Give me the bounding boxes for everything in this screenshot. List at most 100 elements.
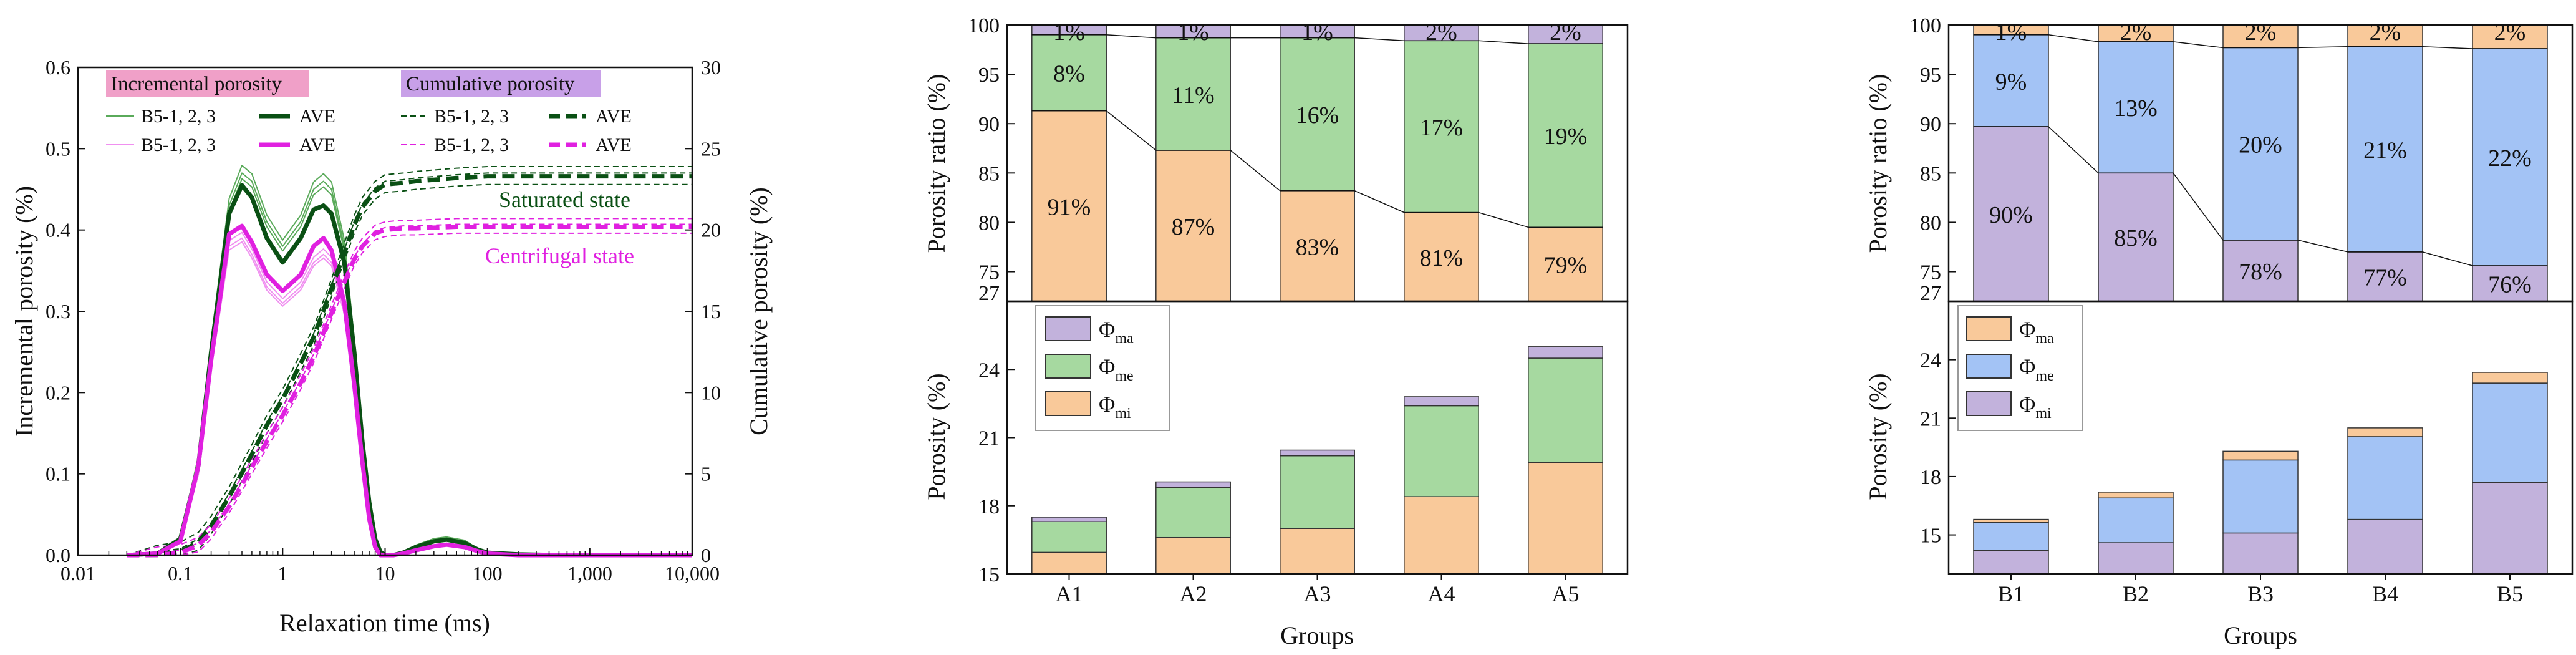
ratio-label-Φmi-B4: 77% — [2363, 264, 2407, 291]
ratio-label-Φme-A1: 8% — [1053, 61, 1085, 87]
ratio-bar-Φme-B1 — [1973, 34, 2049, 127]
group-b-top-y-axis-label: Porosity ratio (%) — [1864, 74, 1892, 253]
series-line-thin-magenta-1 — [127, 231, 692, 556]
ratio-label-Φmi-B5: 76% — [2488, 272, 2532, 298]
x-tick-label: 10,000 — [665, 562, 720, 585]
ratio-label-Φma-B2: 2% — [2120, 19, 2152, 46]
ratio-bar-Φme-A3 — [1280, 37, 1355, 192]
ratio-bar-Φma-B4 — [2347, 24, 2423, 47]
ratio-label-Φmi-B2: 85% — [2114, 225, 2158, 251]
ratio-bar-Φmi-B2 — [2098, 172, 2174, 302]
porosity-bar-Φma-B3 — [2222, 450, 2299, 461]
group-b-panel: 90% 9% 1% 85% 13% 2% 78% 20% 2% 77% 21% 2% 76% 22% 2% 7… — [1864, 14, 2574, 649]
top-y-tick-label: 90 — [1920, 113, 1941, 136]
ratio-label-Φma-A4: 2% — [1425, 19, 1457, 46]
group-a-plot-marks: 91% 8% 1% 87% 11% 1% 83% 16% 1% 81% 17% 2% 79% 19% 2% 7… — [968, 14, 1603, 606]
legend-row1-cum-ave: AVE — [596, 106, 632, 127]
annotation-centrifugal-state: Centrifugal state — [485, 243, 634, 268]
x-tick-label: 10 — [375, 562, 395, 585]
series-line-thin-magenta-3 — [127, 237, 692, 556]
relaxation-plot-marks — [126, 165, 692, 558]
y-right-tick-label: 20 — [701, 219, 721, 241]
porosity-bar-Φma-B2 — [2098, 492, 2174, 499]
group-a-top-y-axis-label: Porosity ratio (%) — [922, 74, 950, 253]
top-y-tick-label: 85 — [1920, 162, 1941, 185]
porosity-bar-Φmi-B5 — [2472, 482, 2548, 575]
y-right-tick-label: 30 — [701, 56, 721, 79]
group-a-legend-swatch-ma — [1045, 316, 1091, 341]
relaxation-panel: 0.01 0.1 1 10 100 1,000 10,0000.00.10.20.30.40… — [10, 56, 773, 637]
ratio-label-Φme-B1: 9% — [1995, 69, 2027, 95]
legend-incremental-title-bg — [106, 70, 309, 97]
ratio-bar-Φmi-B5 — [2472, 265, 2548, 302]
legend-row1-ave: AVE — [299, 106, 335, 127]
y-right-tick-label: 5 — [701, 463, 711, 485]
x-tick-label-B1: B1 — [1998, 581, 2024, 606]
ratio-label-Φma-A5: 2% — [1550, 19, 1581, 46]
porosity-bar-Φme-B3 — [2222, 459, 2299, 534]
top-y-bottom-label: 27 — [1920, 282, 1941, 305]
legend-row1-samples: B5-1, 2, 3 — [141, 106, 216, 127]
top-y-tick-label: 75 — [978, 261, 1000, 284]
ratio-label-Φmi-A5: 79% — [1544, 253, 1588, 279]
series-line-thick-magenta-dash — [127, 225, 692, 558]
ratio-connector-line — [1031, 110, 1603, 228]
ratio-label-Φma-A2: 1% — [1177, 19, 1209, 46]
bottom-y-tick-label: 15 — [978, 563, 1000, 586]
group-a-legend-swatch-me — [1045, 354, 1091, 379]
ratio-label-Φme-A2: 11% — [1172, 82, 1214, 109]
porosity-bar-Φma-A2 — [1155, 481, 1231, 488]
relaxation-legend: Incremental porosity Cumulative porosity… — [106, 70, 632, 155]
porosity-bar-Φma-B4 — [2347, 427, 2423, 437]
porosity-bar-Φmi-B1 — [1973, 550, 2049, 575]
porosity-bar-Φmi-B4 — [2347, 518, 2423, 575]
x-tick-label-A3: A3 — [1304, 581, 1331, 606]
porosity-bar-Φme-B4 — [2347, 436, 2423, 520]
ratio-label-Φmi-A2: 87% — [1172, 214, 1215, 240]
series-line-thick-magenta — [127, 223, 692, 558]
ratio-bar-Φme-B5 — [2472, 48, 2548, 266]
porosity-bar-Φmi-B3 — [2222, 532, 2299, 575]
ratio-bar-Φme-A2 — [1155, 37, 1231, 151]
porosity-bar-Φmi-A3 — [1280, 528, 1355, 575]
group-b-legend-swatch-mi — [1966, 391, 2012, 416]
porosity-bar-Φme-B1 — [1973, 522, 2049, 551]
series-line-thin-magenta-dash-1 — [127, 218, 692, 556]
series-line-thin-magenta-2 — [127, 241, 692, 556]
top-y-tick-label: 75 — [1920, 261, 1941, 284]
porosity-bar-Φme-A4 — [1404, 405, 1479, 497]
ratio-bar-Φmi-B4 — [2347, 251, 2423, 302]
y-left-tick-label: 0.0 — [46, 544, 70, 566]
porosity-bar-Φma-A4 — [1404, 396, 1479, 407]
bottom-y-tick-label: 24 — [1920, 349, 1941, 372]
series-line-thin-green-dash-1 — [126, 166, 692, 556]
porosity-bar-Φma-B5 — [2472, 372, 2548, 384]
porosity-bar-Φmi-A4 — [1404, 496, 1479, 575]
ratio-label-Φmi-B1: 90% — [1989, 202, 2033, 228]
group-a-bottom-frame — [1006, 300, 1629, 575]
legend-cumulative-title-bg — [401, 70, 601, 97]
ratio-connector-line — [1974, 126, 2547, 266]
porosity-bar-Φme-A3 — [1280, 455, 1355, 529]
bottom-y-tick-label: 21 — [1920, 407, 1941, 430]
top-y-tick-label: 100 — [1909, 14, 1941, 37]
group-a-bottom-y-axis-label: Porosity (%) — [922, 373, 950, 500]
y-left-tick-label: 0.6 — [46, 56, 70, 79]
porosity-bar-Φma-A5 — [1528, 346, 1603, 359]
group-b-plot-marks: 90% 9% 1% 85% 13% 2% 78% 20% 2% 77% 21% 2% 76% 22% 2% 7… — [1909, 14, 2548, 606]
top-y-tick-label: 90 — [978, 113, 1000, 136]
ratio-bar-Φma-A4 — [1404, 24, 1479, 42]
ratio-label-Φma-A1: 1% — [1053, 19, 1085, 46]
legend-row2-ave: AVE — [299, 135, 335, 155]
ratio-label-Φma-B1: 1% — [1995, 19, 2027, 46]
ratio-label-Φme-A3: 16% — [1296, 102, 1339, 129]
top-y-tick-label: 85 — [978, 162, 1000, 185]
porosity-bar-Φmi-A2 — [1155, 536, 1231, 575]
x-tick-label-A2: A2 — [1180, 581, 1207, 606]
relaxation-right-axis-label: Cumulative porosity (%) — [745, 187, 773, 435]
y-left-tick-label: 0.3 — [46, 300, 70, 323]
porosity-bar-Φmi-A1 — [1031, 551, 1107, 575]
x-tick-label: 100 — [473, 562, 503, 585]
ratio-bar-Φmi-A5 — [1528, 226, 1603, 302]
annotation-saturated-state: Saturated state — [499, 187, 630, 212]
